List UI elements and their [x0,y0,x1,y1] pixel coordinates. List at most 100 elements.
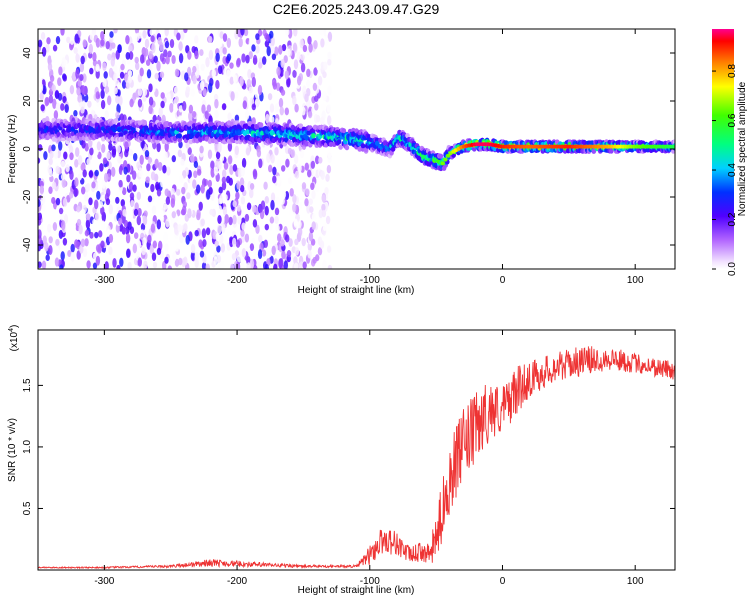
noise-cell [264,223,269,231]
noise-cell [48,236,53,244]
snr-series-line [38,346,675,570]
noise-cell [60,29,65,36]
noise-cell [210,167,215,178]
noise-cell [244,233,250,243]
noise-cell [75,68,80,79]
noise-cell [41,204,46,212]
noise-cell [255,45,260,54]
noise-cell [113,64,118,74]
noise-cell [288,238,293,247]
noise-cell [38,76,43,88]
noise-cell [61,57,66,68]
noise-cell [301,106,306,116]
noise-cell [147,157,153,165]
noise-cell [274,103,280,113]
noise-cell [69,85,75,95]
noise-cell [249,182,255,190]
noise-cell [222,103,227,111]
noise-cell [221,223,226,234]
noise-cell [118,179,123,188]
noise-cell [214,98,219,109]
noise-cell [164,40,170,49]
spectrogram-marks [38,29,675,269]
noise-cell [199,145,204,154]
noise-cell [277,233,282,242]
noise-cell [103,71,108,79]
snr-y-axis: 0.5 1.0 1.5 [22,378,675,515]
noise-cell [300,62,306,73]
noise-cell [244,109,250,120]
noise-cell [150,183,155,193]
noise-cell [216,245,221,253]
noise-cell [201,228,207,239]
noise-cell [117,156,122,164]
noise-cell [138,167,143,178]
noise-cell [219,234,224,245]
noise-cell [179,233,184,244]
noise-cell [55,165,60,175]
noise-cell [205,57,210,68]
noise-cell [144,150,150,158]
noise-cell [187,147,192,156]
noise-cell [256,148,262,158]
noise-cell [154,72,159,80]
x-tick-label: 0 [500,576,506,587]
noise-cell [248,86,253,94]
noise-cell [81,186,86,195]
noise-cell [252,57,258,65]
noise-cell [242,100,247,110]
colorbar: 0.0 0.2 0.4 0.6 0.8 Normalized spectral ampl… [712,29,748,276]
noise-cell [229,165,234,176]
noise-cell [54,90,60,100]
noise-cell [148,50,153,60]
noise-cell [327,115,332,126]
colorbar-tick-label: 0.4 [727,163,738,177]
noise-cell [118,217,123,225]
noise-cell [38,144,43,152]
noise-cell [327,264,333,269]
noise-cell [188,111,193,122]
noise-cell [89,67,94,75]
noise-cell [268,222,273,231]
noise-cell [120,63,125,71]
noise-cell [121,226,126,235]
noise-cell [60,160,66,168]
noise-cell [220,215,225,224]
noise-cell [218,47,223,57]
noise-cell [92,218,97,226]
noise-cell [106,188,111,198]
noise-cell [314,95,319,103]
noise-cell [124,149,129,158]
noise-cell [39,185,44,195]
noise-cell [38,212,42,221]
noise-cell [135,62,140,71]
noise-cell [226,53,232,62]
ridge-cell [438,153,444,159]
noise-cell [188,104,194,114]
spectrogram-y-label: Frequency (Hz) [7,115,18,184]
noise-cell [304,93,309,103]
noise-cell [92,262,98,269]
noise-cell [174,68,180,77]
noise-cell [71,71,77,83]
noise-cell [218,186,223,194]
noise-cell [74,239,79,248]
noise-cell [263,239,268,249]
noise-cell [217,214,222,225]
ridge-core-cell [445,153,451,158]
noise-cell [278,44,283,55]
noise-cell [86,183,91,192]
noise-cell [270,36,275,47]
noise-cell [74,33,79,44]
noise-cell [76,87,81,96]
noise-cell [281,165,286,172]
noise-cell [119,113,125,121]
noise-cell [308,42,313,53]
noise-cell [169,38,175,49]
noise-cell [200,218,205,227]
noise-cell [234,91,239,99]
noise-cell [74,158,79,168]
noise-cell [142,87,148,97]
noise-cell [98,201,104,209]
noise-cell [80,106,85,114]
